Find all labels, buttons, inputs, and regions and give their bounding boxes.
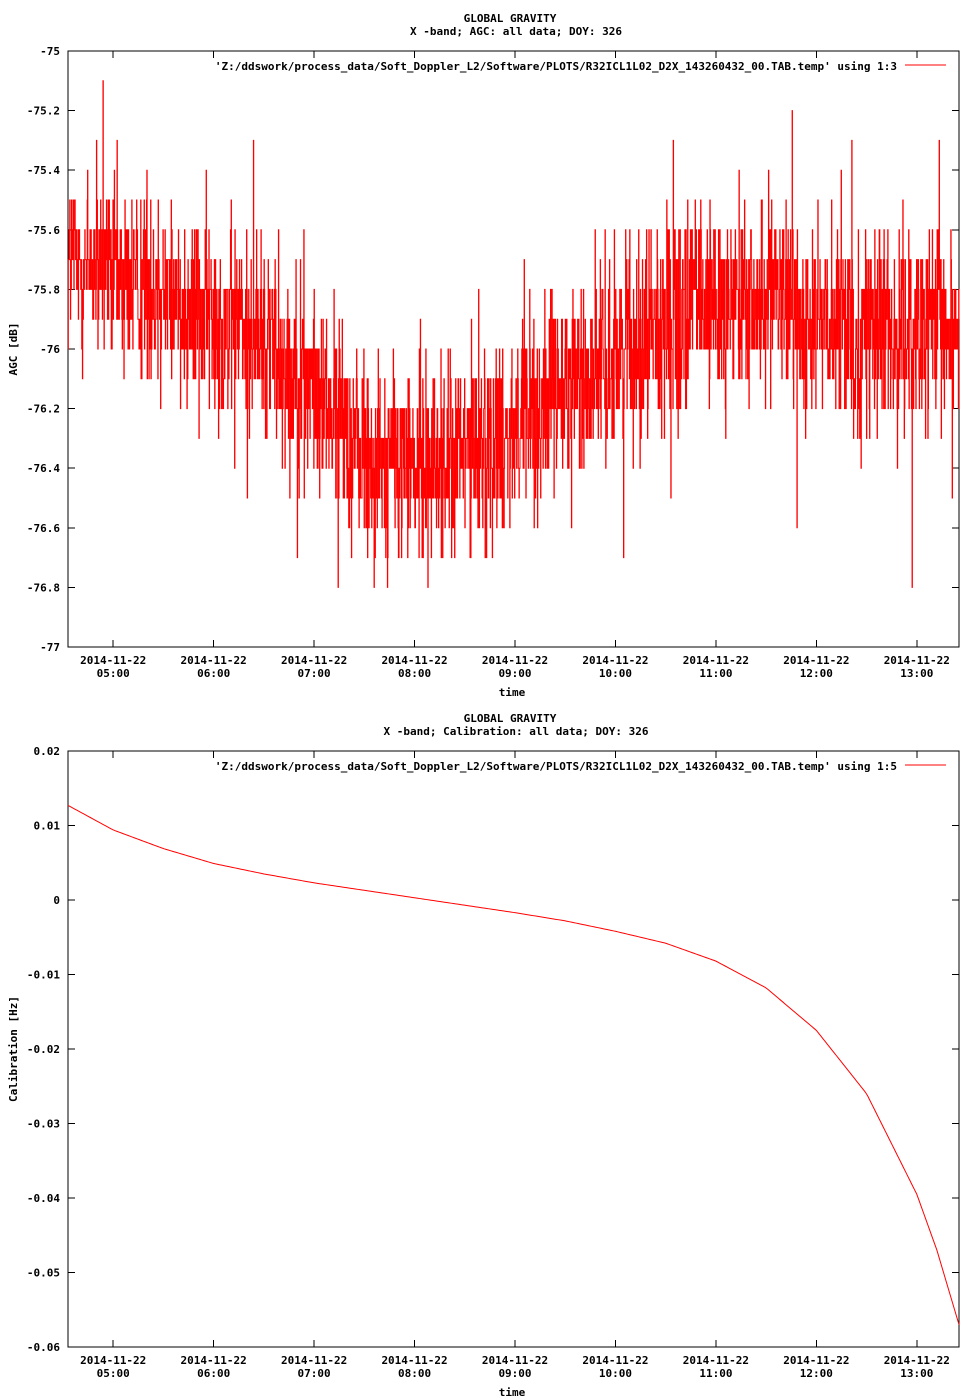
x-tick-label-time: 09:00: [498, 1367, 531, 1380]
series-calibration: [67, 804, 960, 1325]
y-axis-label: Calibration [Hz]: [7, 996, 20, 1102]
x-tick-label-time: 12:00: [800, 667, 833, 680]
y-tick-label: -76: [40, 343, 60, 356]
y-tick-label: -76.4: [27, 462, 60, 475]
x-axis: 2014-11-2205:002014-11-2206:002014-11-22…: [80, 51, 950, 680]
y-tick-label: -0.03: [27, 1118, 60, 1131]
y-tick-label: -0.02: [27, 1043, 60, 1056]
y-tick-label: -75.6: [27, 224, 60, 237]
x-tick-label-time: 13:00: [900, 667, 933, 680]
chart-title: GLOBAL GRAVITY: [464, 712, 557, 725]
x-tick-label-date: 2014-11-22: [181, 1354, 247, 1367]
x-tick-label-time: 05:00: [97, 1367, 130, 1380]
x-tick-label-time: 10:00: [599, 667, 632, 680]
x-tick-label-date: 2014-11-22: [281, 654, 347, 667]
chart-calibration: GLOBAL GRAVITY X -band; Calibration: all…: [7, 712, 960, 1399]
legend-label: 'Z:/ddswork/process_data/Soft_Doppler_L2…: [215, 760, 897, 773]
x-tick-label-date: 2014-11-22: [884, 1354, 950, 1367]
chart-subtitle: X -band; Calibration: all data; DOY: 326: [384, 725, 649, 738]
x-axis-label: time: [499, 1386, 526, 1399]
y-tick-label: -0.04: [27, 1192, 60, 1205]
x-tick-label-time: 08:00: [398, 667, 431, 680]
x-tick-label-date: 2014-11-22: [783, 1354, 849, 1367]
x-tick-label-date: 2014-11-22: [783, 654, 849, 667]
y-tick-label: -0.06: [27, 1341, 60, 1354]
x-tick-label-time: 07:00: [298, 667, 331, 680]
y-axis: 0.02 0.01 0 -0.01 -0.02 -0.03 -0.04 -0.05 -0.06: [27, 745, 959, 1354]
y-tick-label: -75.8: [27, 283, 60, 296]
y-axis: -75 -75.2 -75.4 -75.6 -75.8 -76 -76.2 -76.4 -76.…: [27, 45, 959, 654]
x-tick-label-time: 11:00: [699, 667, 732, 680]
x-tick-label-time: 11:00: [699, 1367, 732, 1380]
x-tick-label-date: 2014-11-22: [482, 654, 548, 667]
x-tick-label-date: 2014-11-22: [582, 1354, 648, 1367]
series-line: [67, 804, 960, 1325]
x-tick-label-date: 2014-11-22: [683, 654, 749, 667]
y-tick-label: -75.4: [27, 164, 60, 177]
x-tick-label-time: 08:00: [398, 1367, 431, 1380]
x-tick-label-time: 06:00: [197, 667, 230, 680]
y-axis-label: AGC [dB]: [7, 323, 20, 376]
x-tick-label-time: 07:00: [298, 1367, 331, 1380]
x-axis: 2014-11-2205:002014-11-2206:002014-11-22…: [80, 751, 950, 1380]
x-tick-label-date: 2014-11-22: [482, 1354, 548, 1367]
y-tick-label: -77: [40, 641, 60, 654]
x-tick-label-date: 2014-11-22: [281, 1354, 347, 1367]
x-axis-label: time: [499, 686, 526, 699]
x-tick-label-date: 2014-11-22: [683, 1354, 749, 1367]
x-tick-label-date: 2014-11-22: [80, 654, 146, 667]
x-tick-label-date: 2014-11-22: [181, 654, 247, 667]
x-tick-label-time: 13:00: [900, 1367, 933, 1380]
y-tick-label: -0.01: [27, 969, 60, 982]
x-tick-label-time: 06:00: [197, 1367, 230, 1380]
y-tick-label: 0.01: [34, 820, 61, 833]
chart-title: GLOBAL GRAVITY: [464, 12, 557, 25]
x-tick-label-date: 2014-11-22: [381, 1354, 447, 1367]
y-tick-label: -75: [40, 45, 60, 58]
x-tick-label-time: 09:00: [498, 667, 531, 680]
plot-area: [67, 750, 960, 1348]
x-tick-label-time: 10:00: [599, 1367, 632, 1380]
y-tick-label: -76.8: [27, 581, 60, 594]
series-agc: [67, 80, 960, 588]
x-tick-label-time: 05:00: [97, 667, 130, 680]
x-tick-label-date: 2014-11-22: [80, 1354, 146, 1367]
y-tick-label: 0.02: [34, 745, 61, 758]
x-tick-label-time: 12:00: [800, 1367, 833, 1380]
y-tick-label: -75.2: [27, 105, 60, 118]
y-tick-label: -76.6: [27, 522, 60, 535]
x-tick-label-date: 2014-11-22: [884, 654, 950, 667]
legend-label: 'Z:/ddswork/process_data/Soft_Doppler_L2…: [215, 60, 897, 73]
x-tick-label-date: 2014-11-22: [381, 654, 447, 667]
x-tick-label-date: 2014-11-22: [582, 654, 648, 667]
y-tick-label: -76.2: [27, 403, 60, 416]
y-tick-label: -0.05: [27, 1267, 60, 1280]
series-line: [67, 80, 960, 588]
chart-agc: GLOBAL GRAVITY X -band; AGC: all data; D…: [7, 12, 960, 699]
y-tick-label: 0: [53, 894, 60, 907]
chart-subtitle: X -band; AGC: all data; DOY: 326: [410, 25, 622, 38]
